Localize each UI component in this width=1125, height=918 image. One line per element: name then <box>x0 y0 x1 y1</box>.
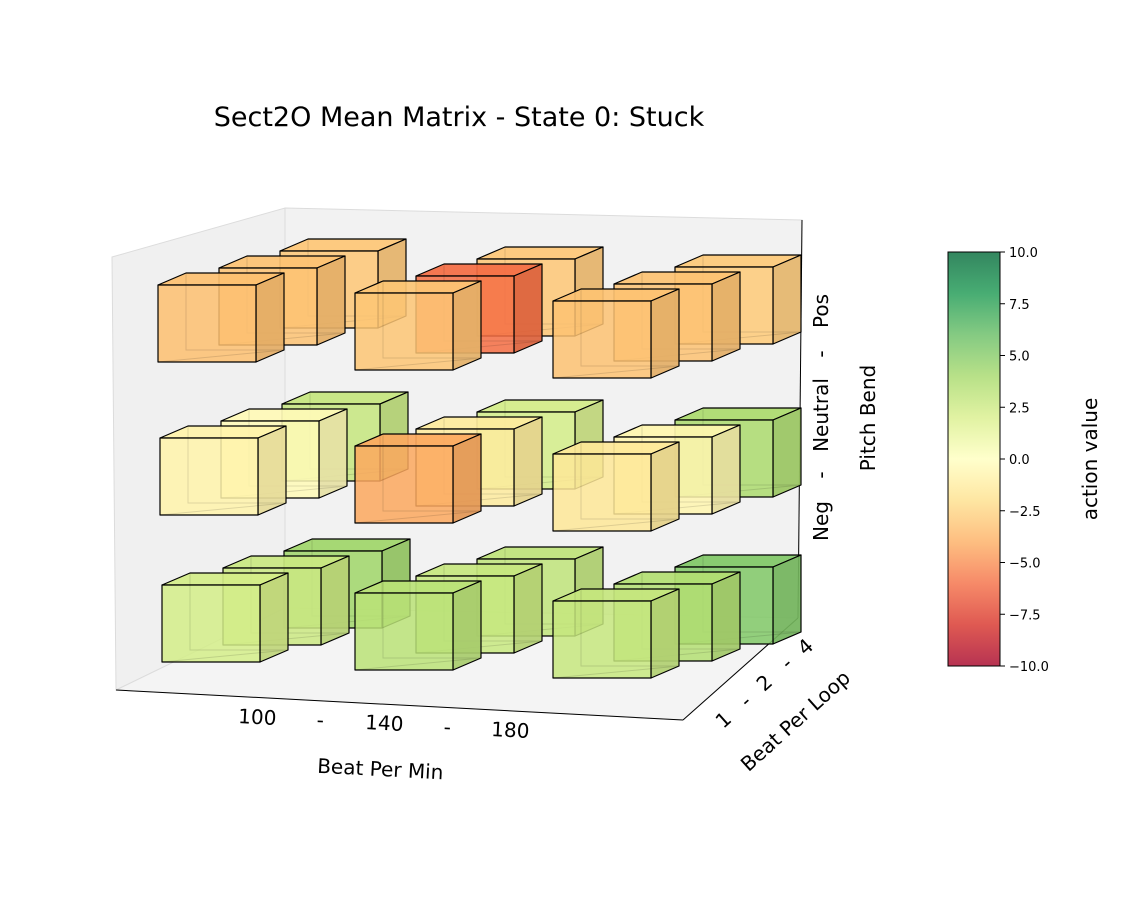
cube-side-face <box>257 425 287 516</box>
cube-side-face <box>513 263 543 354</box>
cube-front-face <box>159 437 259 516</box>
cube-side-face <box>320 555 350 646</box>
y-tick-label: - <box>776 651 797 674</box>
cube-side-face <box>513 563 543 654</box>
x-tick-label: 100 <box>238 704 277 730</box>
colorbar: 10.0 7.5 5.0 2.5 0.0 −2.5 −5.0 −7.5 −10.0 action… <box>947 246 1102 675</box>
colorbar-label: action value <box>1078 398 1102 521</box>
x-tick-label: - <box>443 715 451 739</box>
cube-hidden-edges <box>159 426 287 516</box>
cube-hidden-edges <box>552 589 680 679</box>
x-ticks: 100 - 140 - 180 <box>238 704 530 743</box>
cube-side-face <box>513 416 543 507</box>
cube-side-face <box>650 288 680 379</box>
cube-front-face <box>354 292 454 371</box>
cube-hidden-edges <box>552 442 680 532</box>
cube-side-face <box>452 280 482 371</box>
cube-side-face <box>772 254 802 345</box>
bar-cube <box>354 433 482 524</box>
x-axis-label: Beat Per Min <box>317 754 444 785</box>
z-axis-label: Pitch Bend <box>856 365 880 471</box>
cube-layer <box>157 238 802 679</box>
colorbar-tick-label: 5.0 <box>1009 350 1030 365</box>
cube-hidden-edges <box>161 573 289 663</box>
z-tick-label: - <box>809 471 833 478</box>
colorbar-ticks: 10.0 7.5 5.0 2.5 0.0 −2.5 −5.0 −7.5 −10.0 <box>1000 246 1049 675</box>
cube-front-face <box>354 592 454 671</box>
cube-front-face <box>552 600 652 679</box>
z-ticks: Neg - Neutral - Pos <box>809 294 833 541</box>
cube-hidden-edges <box>354 281 482 371</box>
colorbar-tick-label: 2.5 <box>1009 401 1030 416</box>
colorbar-tick-label: −2.5 <box>1009 505 1041 520</box>
bar-cube <box>552 288 680 379</box>
z-tick-label: - <box>809 350 833 357</box>
cube-front-face <box>161 584 261 663</box>
bar-cube <box>354 580 482 671</box>
cube-front-face <box>354 445 454 524</box>
cube-front-face <box>552 300 652 379</box>
cube-side-face <box>259 572 289 663</box>
y-tick-label: 2 <box>752 670 778 696</box>
z-tick-label: Pos <box>809 294 833 328</box>
cube-hidden-edges <box>354 581 482 671</box>
chart-title: Sect2O Mean Matrix - State 0: Stuck <box>214 102 705 133</box>
cube-side-face <box>452 433 482 524</box>
y-tick-label: - <box>735 689 756 712</box>
y-tick-label: 1 <box>711 707 737 733</box>
cube-side-face <box>452 580 482 671</box>
cube-hidden-edges <box>552 289 680 379</box>
colorbar-gradient <box>947 251 1001 667</box>
x-tick-label: 180 <box>491 717 530 743</box>
z-tick-label: Neutral <box>809 378 833 452</box>
bar-cube <box>161 572 289 663</box>
cube-side-face <box>650 588 680 679</box>
bar-cube <box>159 425 287 516</box>
z-tick-label: Neg <box>809 501 833 541</box>
cube-side-face <box>772 407 802 498</box>
cube-side-face <box>772 554 802 645</box>
bar-cube <box>354 280 482 371</box>
bar-cube <box>552 441 680 532</box>
cube-side-face <box>711 424 741 515</box>
colorbar-tick-label: −10.0 <box>1009 660 1049 675</box>
cube-front-face <box>157 284 257 363</box>
x-axis-line <box>115 689 684 721</box>
colorbar-tick-label: −5.0 <box>1009 557 1041 572</box>
colorbar-tick-label: 0.0 <box>1009 453 1030 468</box>
cube-hidden-edges <box>354 434 482 524</box>
cube-side-face <box>318 408 348 499</box>
y-tick-label: 4 <box>793 634 819 660</box>
cube-side-face <box>711 571 741 662</box>
cube-front-face <box>552 453 652 532</box>
x-tick-label: - <box>316 708 324 732</box>
colorbar-tick-label: 7.5 <box>1009 298 1030 313</box>
cube-side-face <box>711 271 741 362</box>
colorbar-tick-label: −7.5 <box>1009 608 1041 623</box>
cube-side-face <box>316 255 346 346</box>
bar-cube <box>552 588 680 679</box>
cube-side-face <box>650 441 680 532</box>
colorbar-tick-label: 10.0 <box>1009 246 1038 261</box>
cube-side-face <box>255 272 285 363</box>
cube-hidden-edges <box>157 273 285 363</box>
bar-cube <box>157 272 285 363</box>
y-axis-label: Beat Per Loop <box>736 665 855 776</box>
x-tick-label: 140 <box>365 710 404 736</box>
